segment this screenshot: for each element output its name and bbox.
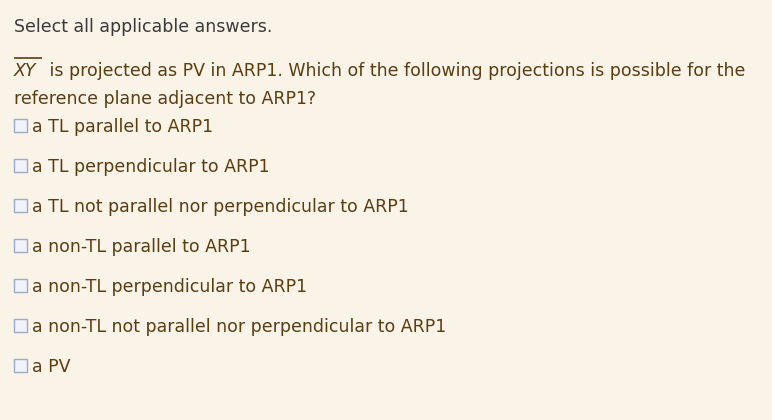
Text: a TL parallel to ARP1: a TL parallel to ARP1 xyxy=(32,118,213,136)
Text: Select all applicable answers.: Select all applicable answers. xyxy=(14,18,273,36)
Text: is projected as PV in ARP1. Which of the following projections is possible for t: is projected as PV in ARP1. Which of the… xyxy=(44,62,746,80)
Text: a non-TL not parallel nor perpendicular to ARP1: a non-TL not parallel nor perpendicular … xyxy=(32,318,446,336)
Bar xyxy=(14,239,27,252)
Text: a TL perpendicular to ARP1: a TL perpendicular to ARP1 xyxy=(32,158,269,176)
Text: a non-TL perpendicular to ARP1: a non-TL perpendicular to ARP1 xyxy=(32,278,307,296)
Text: a TL not parallel nor perpendicular to ARP1: a TL not parallel nor perpendicular to A… xyxy=(32,198,408,216)
Bar xyxy=(14,119,27,132)
Bar xyxy=(14,159,27,172)
Text: XY: XY xyxy=(14,62,36,80)
Bar xyxy=(14,359,27,372)
Bar xyxy=(14,319,27,332)
Text: reference plane adjacent to ARP1?: reference plane adjacent to ARP1? xyxy=(14,90,316,108)
Bar xyxy=(14,279,27,292)
Text: a PV: a PV xyxy=(32,358,70,376)
Text: a non-TL parallel to ARP1: a non-TL parallel to ARP1 xyxy=(32,238,251,256)
Bar xyxy=(14,199,27,212)
